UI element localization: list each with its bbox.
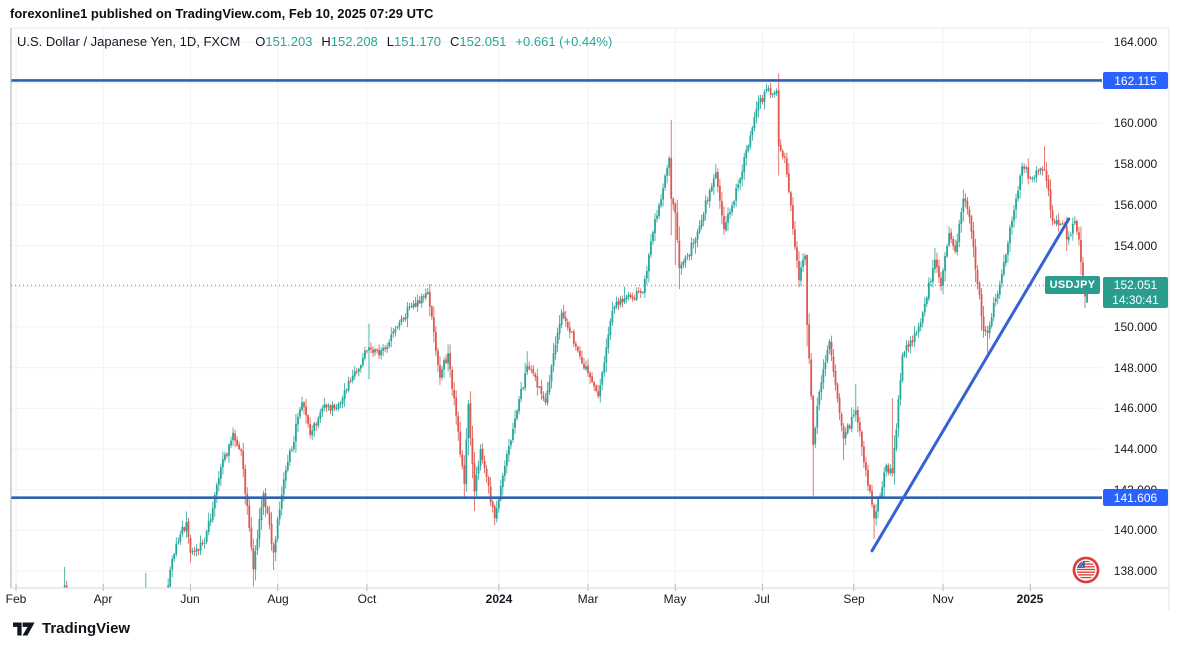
price-tick-label: 138.000 <box>1113 564 1158 578</box>
price-tick-label: 148.000 <box>1113 361 1158 375</box>
time-tick-label: Feb <box>5 592 27 606</box>
time-tick-label: 2025 <box>1016 592 1044 606</box>
tradingview-brand-text[interactable]: TradingView <box>42 620 131 637</box>
last-price-badge: 152.051 14:30:41 <box>1103 277 1168 308</box>
bar-countdown: 14:30:41 <box>1112 292 1159 307</box>
price-tick-label: 146.000 <box>1113 401 1158 415</box>
time-tick-label: Oct <box>357 592 377 606</box>
chart-legend: U.S. Dollar / Japanese Yen, 1D, FXCM O151… <box>17 34 612 49</box>
last-price-value: 152.051 <box>1113 277 1158 292</box>
time-tick-label: Sep <box>843 592 865 606</box>
tradingview-logo-icon[interactable] <box>13 621 35 637</box>
footer-brand: TradingView <box>13 620 130 637</box>
time-tick-label: Mar <box>577 592 599 606</box>
time-tick-label: May <box>663 592 687 606</box>
time-tick-label: Jun <box>180 592 200 606</box>
ohlc-open-label: O <box>255 34 266 49</box>
ohlc-low-value: 151.170 <box>394 34 442 49</box>
price-tick-label: 144.000 <box>1113 442 1158 456</box>
price-tick-label: 160.000 <box>1113 116 1158 130</box>
price-tick-label: 158.000 <box>1113 157 1158 171</box>
time-tick-label: Nov <box>932 592 954 606</box>
level-price-label-upper: 162.115 <box>1103 72 1168 89</box>
ohlc-high-label: H <box>321 34 331 49</box>
attribution-text: forexonline1 published on TradingView.co… <box>10 6 434 21</box>
ohlc-close-label: C <box>450 34 460 49</box>
ohlc-low-label: L <box>386 34 395 49</box>
level-price-label-lower: 141.606 <box>1103 489 1168 506</box>
price-tick-label: 164.000 <box>1113 35 1158 49</box>
time-tick-label: Aug <box>267 592 289 606</box>
price-tick-label: 156.000 <box>1113 198 1158 212</box>
price-tick-label: 150.000 <box>1113 320 1158 334</box>
price-tick-label: 154.000 <box>1113 239 1158 253</box>
time-tick-label: Jul <box>754 592 770 606</box>
us-flag-icon <box>1071 555 1101 585</box>
ohlc-change: +0.661 (+0.44%) <box>515 34 613 49</box>
time-tick-label: Apr <box>93 592 113 606</box>
symbol-name-flag: USDJPY <box>1045 276 1100 294</box>
symbol-title: U.S. Dollar / Japanese Yen, 1D, FXCM <box>17 34 241 49</box>
ohlc-high-value: 152.208 <box>330 34 378 49</box>
ohlc-open-value: 151.203 <box>265 34 313 49</box>
ohlc-close-value: 152.051 <box>459 34 507 49</box>
price-tick-label: 140.000 <box>1113 523 1158 537</box>
time-tick-label: 2024 <box>485 592 513 606</box>
